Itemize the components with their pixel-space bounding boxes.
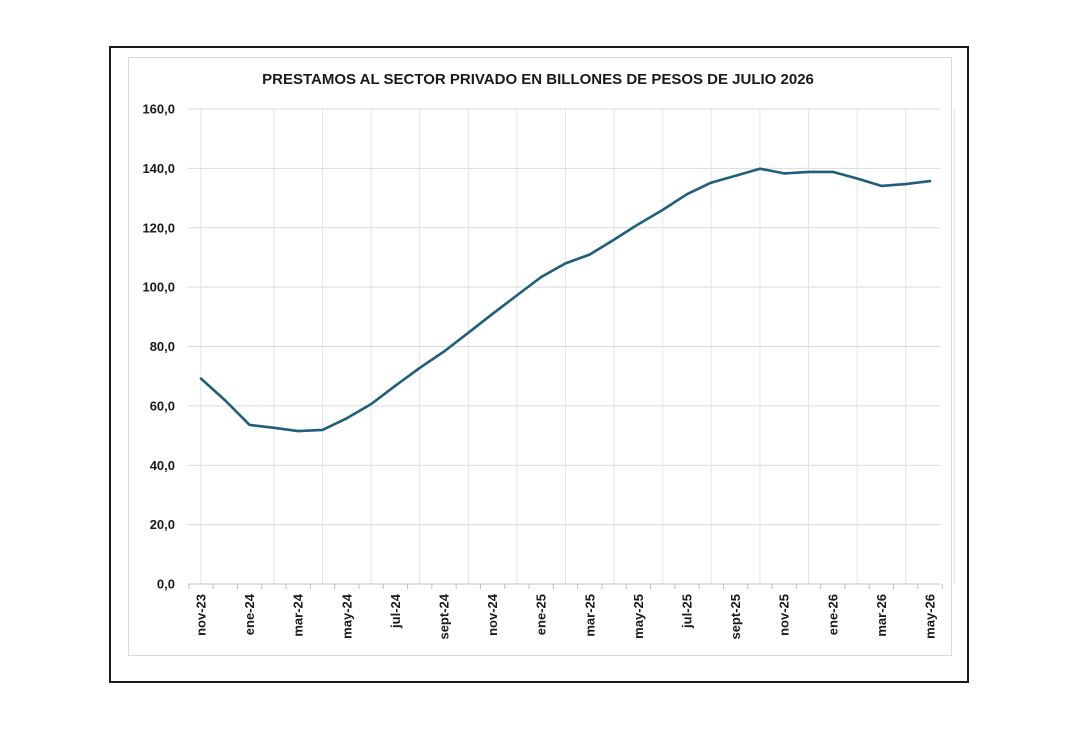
data-point (321, 428, 324, 432)
data-point (588, 253, 591, 256)
y-tick-label: 20,0 (150, 517, 175, 532)
data-point (515, 294, 519, 297)
data-point (710, 181, 713, 184)
data-point (467, 331, 470, 334)
data-point (224, 399, 227, 402)
series-layer (199, 167, 932, 433)
y-axis-ticks: 160,0 140,0 120,0 100,0 80,0 60,0 40,0 20,0 0,0 (142, 102, 175, 592)
axes (188, 583, 943, 589)
x-tick-label: jul-25 (680, 594, 695, 629)
x-tick-label: nov-25 (777, 594, 792, 636)
x-tick-label: jul-24 (388, 593, 403, 629)
data-point (564, 262, 567, 265)
data-point (540, 275, 543, 279)
data-point (418, 366, 421, 370)
x-axis-ticks: nov-23 ene-24 mar-24 may-24 jul-24 sept-24 nov… (194, 593, 938, 639)
x-tick-label: sept-24 (437, 593, 452, 639)
data-point (685, 193, 689, 196)
y-tick-label: 60,0 (150, 398, 175, 413)
y-tick-label: 80,0 (150, 339, 175, 354)
data-point (248, 423, 251, 427)
data-point (369, 402, 373, 406)
y-tick-label: 0,0 (157, 577, 175, 592)
x-tick-label: may-26 (923, 594, 938, 639)
gridlines (188, 108, 955, 584)
data-point (272, 426, 276, 429)
data-point (807, 170, 810, 174)
data-point (199, 377, 203, 380)
y-tick-label: 140,0 (142, 161, 175, 176)
data-point (612, 238, 616, 241)
y-tick-label: 160,0 (142, 102, 175, 117)
data-point (831, 170, 834, 174)
data-point (928, 179, 932, 183)
data-point (904, 182, 907, 186)
data-point (880, 184, 883, 188)
y-tick-label: 100,0 (142, 280, 175, 295)
chart-frame (109, 46, 969, 683)
data-point (855, 177, 859, 180)
x-tick-label: ene-24 (242, 593, 257, 635)
data-point (734, 174, 737, 177)
data-point (394, 384, 397, 387)
data-point (491, 312, 494, 315)
x-tick-label: mar-25 (582, 594, 597, 637)
data-point (783, 172, 786, 175)
x-tick-label: may-24 (339, 593, 354, 639)
chart-title: PRESTAMOS AL SECTOR PRIVADO EN BILLONES … (262, 71, 814, 88)
data-point (345, 417, 348, 420)
x-tick-label: ene-26 (825, 594, 840, 635)
x-tick-label: mar-24 (291, 593, 306, 636)
chart-area (128, 57, 952, 656)
x-tick-label: mar-26 (874, 594, 889, 637)
data-point (661, 208, 664, 212)
data-point (637, 223, 640, 226)
data-point (758, 167, 762, 170)
x-tick-label: ene-25 (534, 594, 549, 635)
data-point (297, 429, 300, 433)
x-tick-label: nov-24 (485, 593, 500, 636)
x-tick-label: may-25 (631, 594, 646, 639)
y-tick-label: 40,0 (150, 458, 175, 473)
x-tick-label: sept-25 (728, 594, 743, 640)
x-tick-label: nov-23 (194, 594, 209, 636)
y-tick-label: 120,0 (142, 220, 175, 235)
data-point (442, 350, 446, 353)
